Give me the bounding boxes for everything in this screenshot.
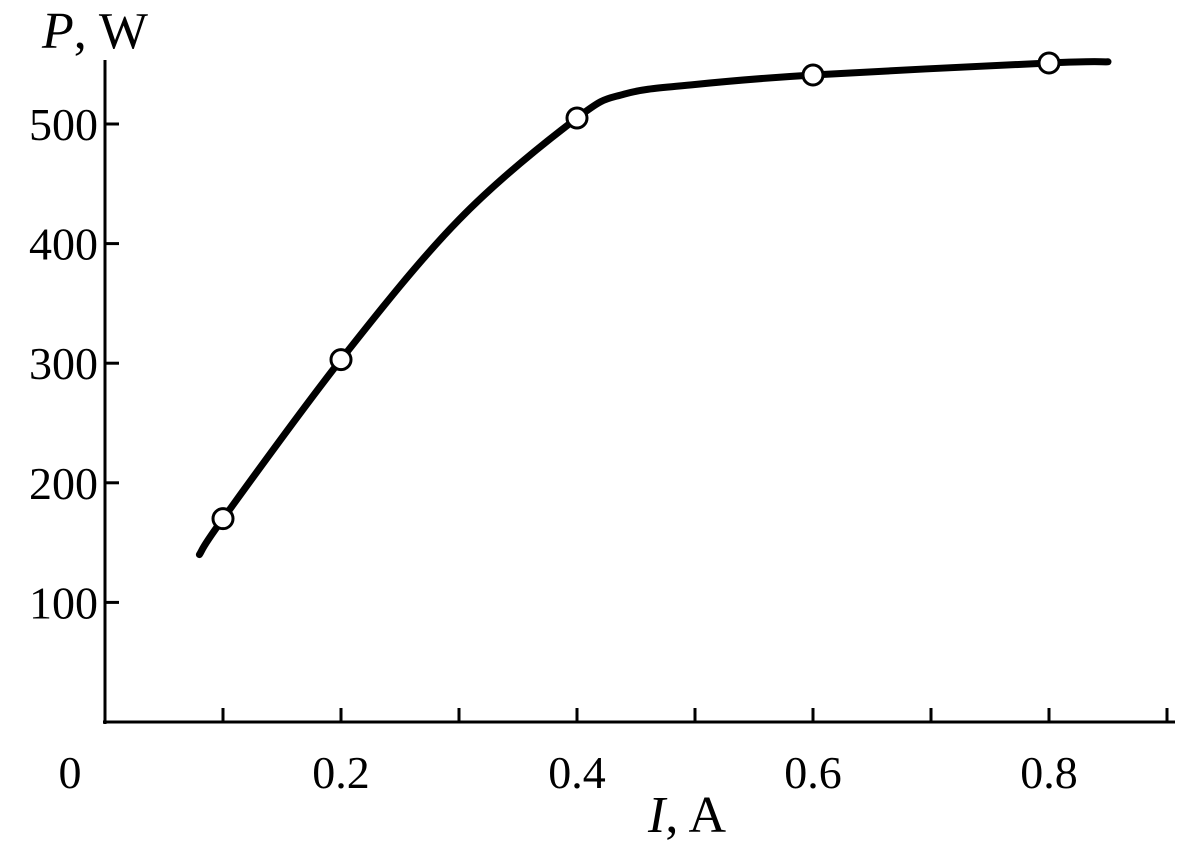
x-axis-unit: , A [665, 787, 726, 843]
y-tick-label: 200 [29, 458, 98, 509]
y-tick-label: 300 [29, 338, 98, 389]
origin-label: 0 [59, 747, 82, 798]
y-tick-label: 500 [29, 99, 98, 150]
tick-labels: 0.2 0.4 0.6 0.8 100 200 300 400 500 [29, 99, 1078, 798]
data-point [211, 507, 235, 531]
data-point [329, 348, 353, 372]
y-axis-unit: , W [74, 3, 148, 60]
series-line [195, 58, 1112, 559]
x-tick-label: 0.8 [1020, 747, 1078, 798]
x-tick-label: 0.4 [548, 747, 606, 798]
y-axis-variable: P [41, 3, 74, 60]
y-axis-title: P, W [41, 3, 148, 60]
ticks [105, 122, 1169, 722]
data-point [1037, 51, 1061, 75]
data-points [211, 51, 1061, 531]
y-tick-label: 100 [29, 577, 98, 628]
y-tick-label: 400 [29, 219, 98, 270]
axes [103, 60, 1175, 724]
x-tick-label: 0.6 [784, 747, 842, 798]
x-tick-label: 0.2 [312, 747, 370, 798]
x-axis-title: I, A [647, 787, 726, 843]
data-point [801, 63, 825, 87]
x-axis-variable: I [647, 787, 668, 843]
data-point [565, 106, 589, 130]
